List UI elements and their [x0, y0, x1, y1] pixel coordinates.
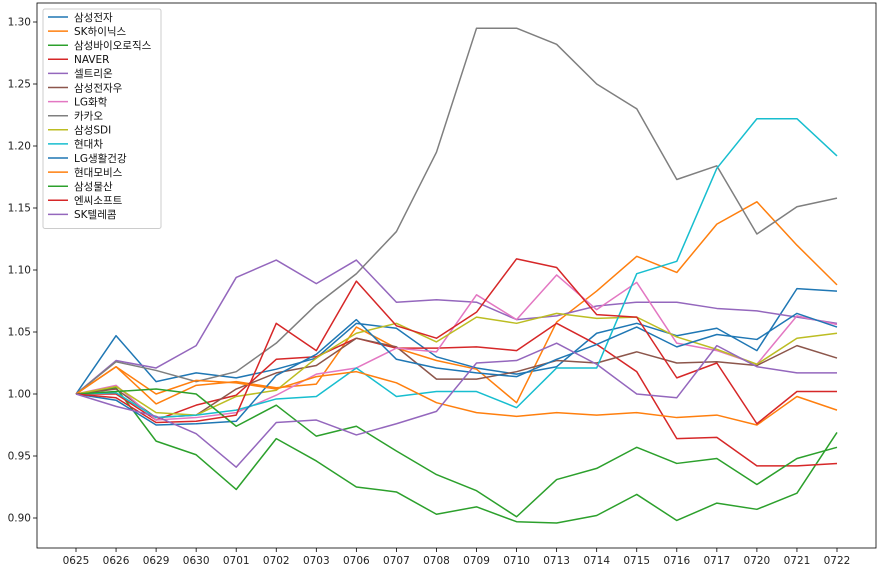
- x-tick-label: 0714: [583, 555, 610, 567]
- x-tick-label: 0720: [744, 555, 771, 567]
- y-tick-label: 1.00: [8, 389, 31, 401]
- x-tick-label: 0722: [824, 555, 851, 567]
- legend-label: 삼성바이오로직스: [74, 40, 152, 52]
- series-line-4: [75, 259, 838, 395]
- series-line-8: [75, 312, 838, 416]
- series-line-9: [75, 117, 838, 419]
- x-tick-label: 0708: [423, 555, 450, 567]
- series-line-6: [75, 274, 838, 421]
- legend-label: 현대차: [74, 139, 103, 151]
- y-tick-label: 1.30: [8, 17, 31, 29]
- legend-label: 삼성물산: [74, 181, 113, 193]
- x-tick-label: 0710: [503, 555, 530, 567]
- legend-label: 삼성전자: [74, 12, 113, 24]
- x-tick-label: 0715: [623, 555, 650, 567]
- x-tick-label: 0709: [463, 555, 490, 567]
- legend-label: 삼성SDI: [74, 125, 111, 137]
- legend-label: 현대모비스: [74, 167, 123, 179]
- series-line-2: [75, 387, 838, 524]
- legend-box: [42, 8, 162, 229]
- y-tick-label: 1.10: [8, 265, 31, 277]
- legend-label: 삼성전자우: [74, 82, 123, 94]
- x-tick-label: 0701: [223, 555, 250, 567]
- series-line-13: [75, 258, 837, 425]
- series-line-3: [76, 322, 838, 467]
- y-tick-label: 1.20: [8, 141, 31, 153]
- x-tick-label: 0721: [784, 555, 811, 567]
- x-tick-label: 0629: [143, 555, 170, 567]
- x-tick-label: 0703: [303, 555, 330, 567]
- series-line-14: [75, 342, 837, 468]
- series-line-5: [75, 337, 838, 419]
- series-line-11: [75, 365, 838, 426]
- y-axis: 0.90 0.95 1.00 1.05 1.10 1.15 1.20 1.25 1.30: [8, 17, 37, 525]
- legend-label: 엔씨소프트: [74, 195, 123, 207]
- legend-label: 카카오: [74, 111, 103, 123]
- legend-label: SK하이닉스: [74, 25, 127, 38]
- x-tick-label: 0717: [703, 555, 730, 567]
- series-layer: [75, 27, 838, 524]
- series-line-7: [75, 27, 838, 395]
- x-tick-label: 0707: [383, 555, 410, 567]
- legend-label: NAVER: [74, 54, 109, 66]
- y-tick-label: 0.95: [8, 451, 31, 463]
- series-line-1: [75, 201, 838, 405]
- x-tick-label: 0716: [663, 555, 690, 567]
- x-tick-label: 0706: [343, 555, 370, 567]
- y-tick-label: 0.90: [8, 513, 31, 525]
- legend-label: LG화학: [74, 96, 108, 108]
- x-tick-label: 0625: [63, 555, 90, 567]
- x-tick-label: 0626: [103, 555, 130, 567]
- x-axis: 0625 0626 0629 0630 0701 0702 0703 0706 0707 0708…: [63, 548, 851, 567]
- y-tick-label: 1.05: [8, 327, 31, 339]
- x-tick-label: 0713: [543, 555, 570, 567]
- legend-label: SK텔레콤: [74, 209, 117, 221]
- x-tick-label: 0702: [263, 555, 290, 567]
- x-tick-label: 0630: [183, 555, 210, 567]
- y-tick-label: 1.15: [8, 203, 31, 215]
- series-line-10: [75, 312, 838, 426]
- plot-area: [36, 2, 877, 549]
- legend-label: LG생활건강: [74, 152, 127, 165]
- series-line-12: [75, 388, 838, 518]
- series-line-0: [75, 287, 838, 395]
- legend-label: 셀트리온: [74, 68, 113, 80]
- y-tick-label: 1.25: [8, 79, 31, 91]
